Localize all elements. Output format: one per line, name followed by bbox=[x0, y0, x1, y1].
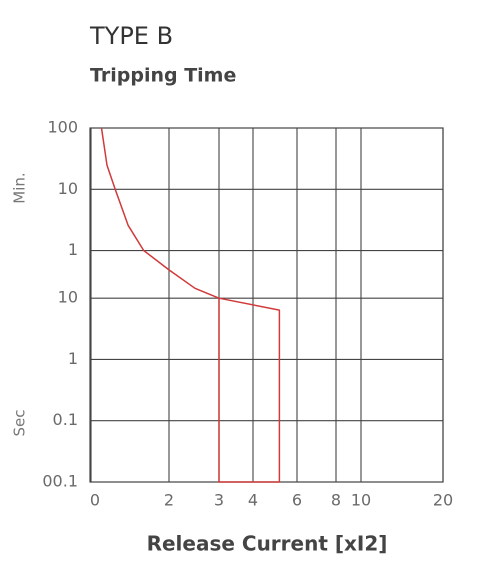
y-tick-label: 00.1 bbox=[42, 472, 78, 491]
chart-title: TYPE B bbox=[89, 22, 173, 50]
x-tick-label: 10 bbox=[351, 491, 371, 510]
chart-subtitle: Tripping Time bbox=[90, 65, 236, 87]
y-tick-label: 1 bbox=[68, 240, 78, 259]
x-axis-label: Release Current [xI2] bbox=[147, 532, 388, 556]
y-tick-label: 1 bbox=[68, 349, 78, 368]
y-tick-label: 10 bbox=[58, 179, 78, 198]
x-tick-label: 6 bbox=[292, 491, 302, 510]
x-tick-label: 8 bbox=[331, 491, 341, 510]
plot-frame bbox=[89, 127, 444, 483]
y-axis-label: Min. bbox=[11, 172, 29, 203]
x-tick-label: 20 bbox=[433, 491, 453, 510]
x-tick-label: 4 bbox=[248, 491, 258, 510]
series-line bbox=[100, 127, 281, 483]
x-tick-label: 2 bbox=[164, 491, 174, 510]
y-tick-label: 0.1 bbox=[53, 410, 78, 429]
x-tick-label: 0 bbox=[90, 491, 100, 510]
y-tick-label: 10 bbox=[58, 288, 78, 307]
x-tick-label: 3 bbox=[214, 491, 224, 510]
y-axis-label: Sec bbox=[11, 410, 29, 437]
y-tick-label: 100 bbox=[47, 118, 78, 137]
